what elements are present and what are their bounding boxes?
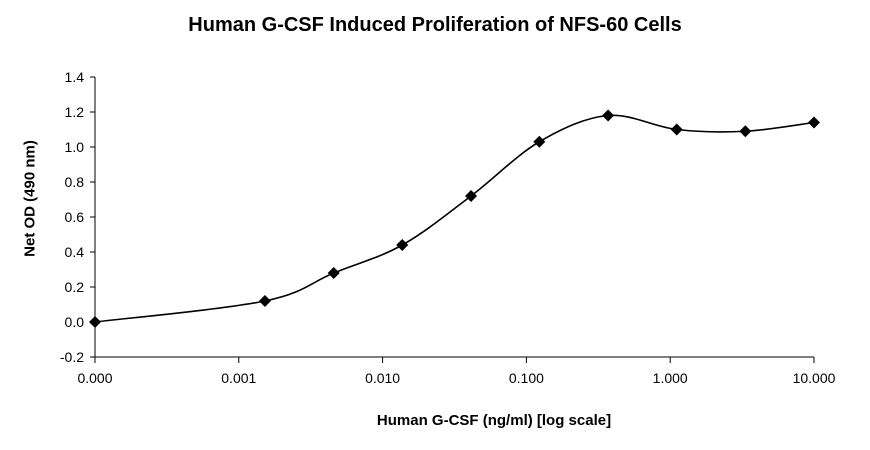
data-point-marker [258,295,271,307]
data-point-marker [808,116,820,129]
y-tick-label: 1.0 [65,139,85,155]
x-tick-label: 0.100 [509,370,544,386]
x-tick-label: 0.001 [221,370,256,386]
x-tick-label: 1.000 [653,370,688,386]
data-point-marker [465,190,478,202]
data-point-marker [89,316,101,328]
y-axis-title: Net OD (490 nm) [21,140,39,257]
data-point-marker [739,125,752,138]
y-tick-label: 0.2 [65,279,85,295]
y-tick-label: 0.0 [65,314,85,330]
y-tick-labels: -0.2 0.0 0.2 0.4 0.6 0.8 1.0 1.2 1.4 [60,69,95,365]
y-tick-label: -0.2 [60,349,84,365]
data-point-marker [396,239,409,251]
y-tick-label: 0.4 [65,244,85,260]
x-tick-labels: 0.000 0.001 0.010 0.100 1.000 10.000 [77,357,836,386]
x-tick-label: 0.000 [77,370,112,386]
axes [94,77,814,358]
data-point-marker [327,267,340,279]
x-tick-label: 0.010 [365,370,400,386]
data-point-marker [533,135,546,148]
series-line [94,114,815,323]
y-tick-label: 1.2 [65,104,85,120]
x-tick-label: 10.000 [793,370,836,386]
chart-title: Human G-CSF Induced Proliferation of NFS… [188,14,682,36]
data-point-marker [670,123,683,136]
data-markers [89,109,820,328]
x-axis-title: Human G-CSF (ng/ml) [log scale] [376,412,612,429]
y-tick-label: 0.8 [65,174,85,190]
y-tick-label: 1.4 [65,69,85,85]
y-tick-label: 0.6 [65,209,85,225]
data-point-marker [602,109,615,122]
